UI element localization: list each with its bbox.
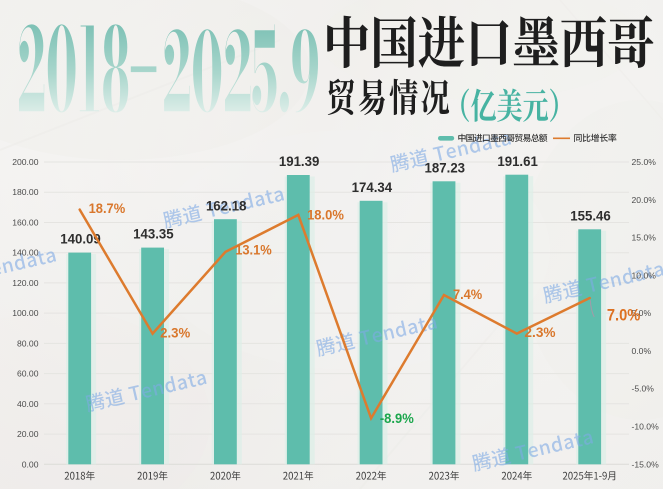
svg-text:18.0%: 18.0% xyxy=(307,207,344,222)
svg-text:155.46: 155.46 xyxy=(570,208,611,223)
svg-text:2.3%: 2.3% xyxy=(160,325,190,340)
svg-text:-10.0%: -10.0% xyxy=(632,422,660,432)
svg-text:80.00: 80.00 xyxy=(17,338,39,348)
svg-text:10.0%: 10.0% xyxy=(632,270,657,280)
svg-text:7.4%: 7.4% xyxy=(453,287,482,302)
svg-text:20.0%: 20.0% xyxy=(632,195,657,205)
svg-text:180.00: 180.00 xyxy=(12,187,39,197)
svg-text:0.0%: 0.0% xyxy=(632,346,652,356)
svg-text:5.0%: 5.0% xyxy=(632,308,652,318)
svg-text:100.00: 100.00 xyxy=(12,308,39,318)
svg-text:187.23: 187.23 xyxy=(425,160,466,175)
svg-text:18.7%: 18.7% xyxy=(89,201,126,216)
svg-text:25.0%: 25.0% xyxy=(632,157,657,167)
svg-text:0.00: 0.00 xyxy=(22,459,39,469)
svg-text:120.00: 120.00 xyxy=(12,278,39,288)
svg-text:40.00: 40.00 xyxy=(17,399,39,409)
svg-text:200.00: 200.00 xyxy=(12,157,39,167)
svg-text:-5.0%: -5.0% xyxy=(632,384,655,394)
svg-text:-8.9%: -8.9% xyxy=(380,411,414,426)
svg-text:2.3%: 2.3% xyxy=(524,325,555,340)
svg-text:191.61: 191.61 xyxy=(497,154,538,169)
svg-text:140.09: 140.09 xyxy=(60,232,101,247)
svg-text:60.00: 60.00 xyxy=(17,369,39,379)
svg-text:191.39: 191.39 xyxy=(279,154,320,169)
svg-text:160.00: 160.00 xyxy=(12,218,39,228)
svg-text:20.00: 20.00 xyxy=(17,429,39,439)
svg-text:-15.0%: -15.0% xyxy=(632,459,660,469)
svg-text:143.35: 143.35 xyxy=(133,227,174,242)
svg-text:174.34: 174.34 xyxy=(352,180,393,195)
svg-text:162.18: 162.18 xyxy=(206,198,247,213)
svg-text:13.1%: 13.1% xyxy=(235,242,272,257)
svg-text:140.00: 140.00 xyxy=(12,248,39,258)
svg-text:7.0%: 7.0% xyxy=(607,307,640,325)
svg-text:15.0%: 15.0% xyxy=(632,233,657,243)
